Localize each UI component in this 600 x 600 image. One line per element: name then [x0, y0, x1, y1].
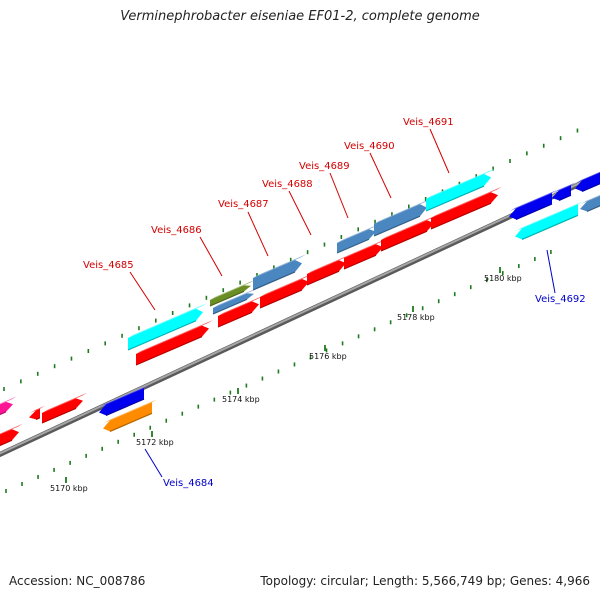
gene-red[interactable]	[135, 320, 213, 366]
gene-label-veis-4688[interactable]: Veis_4688	[262, 179, 313, 190]
kbp-label: 5180 kbp	[484, 274, 522, 283]
gene-magenta[interactable]	[0, 396, 17, 417]
gene-label-veis-4692[interactable]: Veis_4692	[535, 294, 586, 305]
kbp-label: 5178 kbp	[397, 313, 435, 322]
kbp-label: 5174 kbp	[222, 395, 260, 404]
gene-label-veis-4689[interactable]: Veis_4689	[299, 161, 350, 172]
gene-label-veis-4684[interactable]: Veis_4684	[163, 478, 214, 489]
gene-red[interactable]	[41, 392, 87, 424]
gene-steelblue[interactable]	[580, 191, 600, 212]
gene-cyan[interactable]	[515, 201, 583, 240]
gene-label-veis-4685[interactable]: Veis_4685	[83, 260, 134, 271]
gene-red[interactable]	[343, 238, 387, 270]
gene-orange[interactable]	[103, 399, 157, 432]
kbp-label: 5176 kbp	[309, 352, 347, 361]
gene-red[interactable]	[380, 214, 438, 252]
gene-steelblue[interactable]	[373, 198, 431, 237]
gene-blue[interactable]	[509, 189, 557, 220]
page-title: Verminephrobacter eiseniae EF01-2, compl…	[120, 9, 480, 24]
gene-features	[0, 168, 600, 448]
gene-olive[interactable]	[209, 279, 255, 307]
kbp-label: 5172 kbp	[136, 438, 174, 447]
gene-red[interactable]	[430, 186, 502, 230]
tick-marks	[3, 128, 579, 493]
gene-red[interactable]	[0, 423, 23, 448]
kbp-label: 5170 kbp	[50, 484, 88, 493]
gene-red[interactable]	[29, 405, 45, 420]
gene-red[interactable]	[217, 295, 263, 328]
gene-blue[interactable]	[99, 385, 149, 416]
gene-cyan[interactable]	[425, 168, 495, 212]
kbp-labels: 5170 kbp 5172 kbp 5174 kbp 5176 kbp 5178 kbp…	[50, 267, 522, 493]
gene-label-veis-4691[interactable]: Veis_4691	[403, 117, 454, 128]
gene-blue[interactable]	[552, 182, 576, 201]
gene-steelblue[interactable]	[212, 287, 258, 315]
gene-label-veis-4687[interactable]: Veis_4687	[218, 199, 269, 210]
gene-labels: Veis_4684 Veis_4685 Veis_4686 Veis_4687 Veis…	[83, 117, 586, 489]
gene-cyan[interactable]	[127, 303, 207, 351]
gene-red[interactable]	[259, 273, 313, 309]
gene-steelblue[interactable]	[252, 254, 306, 291]
genome-backbone	[0, 171, 600, 458]
gene-red[interactable]	[306, 254, 350, 286]
gene-steelblue[interactable]	[336, 223, 380, 254]
gene-label-veis-4690[interactable]: Veis_4690	[344, 141, 395, 152]
genome-summary: Topology: circular; Length: 5,566,749 bp…	[260, 574, 590, 588]
gene-label-veis-4686[interactable]: Veis_4686	[151, 225, 202, 236]
gene-blue[interactable]	[575, 169, 600, 192]
accession-text: Accession: NC_008786	[9, 574, 146, 588]
